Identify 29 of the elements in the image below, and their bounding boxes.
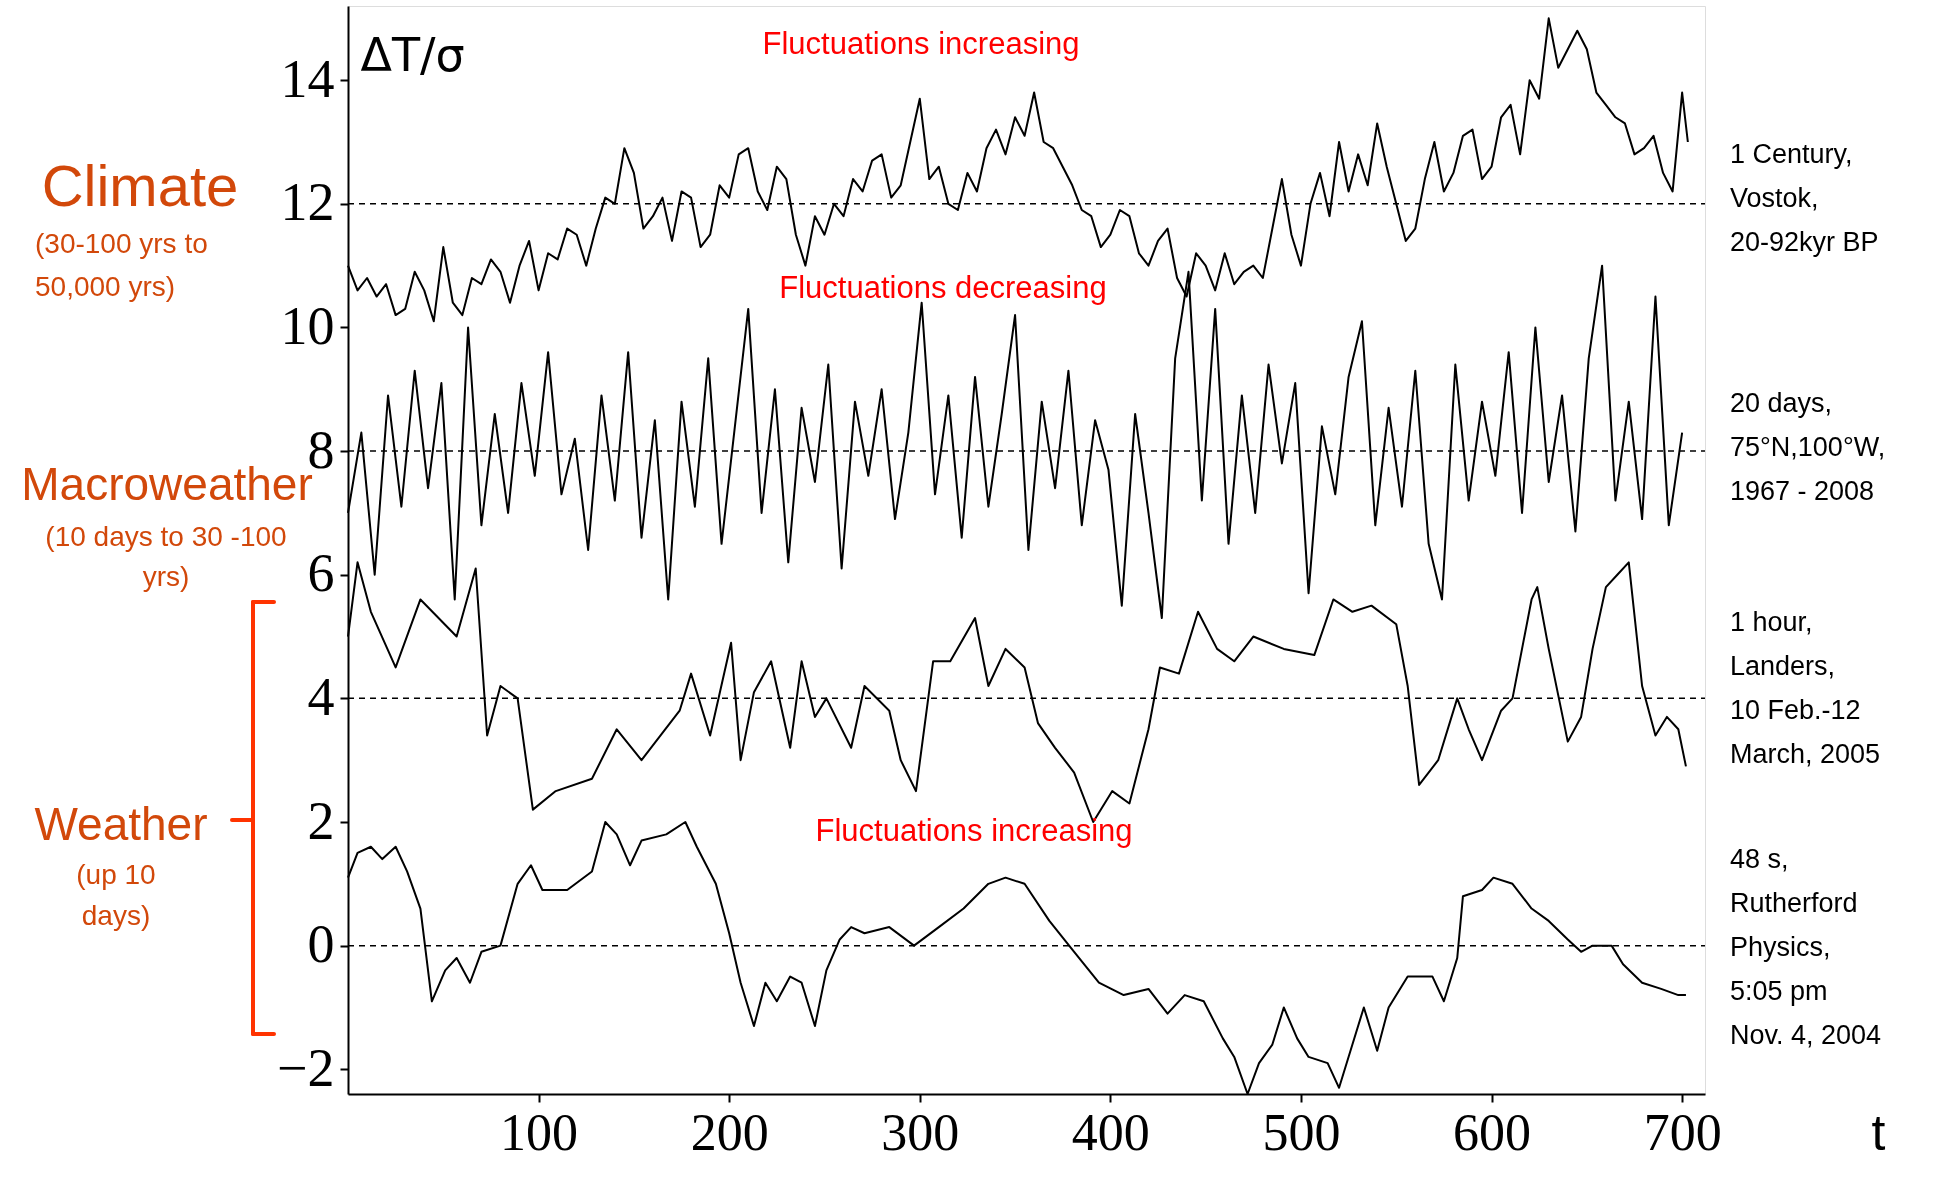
- series-label: 1 Century, Vostok, 20-92kyr BP: [1730, 139, 1879, 258]
- y-tick-label: 12: [280, 172, 335, 233]
- y-tick-label: 2: [307, 790, 335, 851]
- annotation: Fluctuations increasing: [815, 813, 1133, 848]
- x-tick-label: 600: [1453, 1103, 1532, 1161]
- series-label: 20 days, 75°N,100°W, 1967 - 2008: [1730, 387, 1886, 506]
- text: (30-100 yrs to 50,000 yrs): [35, 228, 208, 302]
- x-tick-label: 300: [881, 1103, 960, 1161]
- y-tick-label: 0: [307, 914, 335, 975]
- text: Weather: [34, 798, 208, 850]
- y-tick-label: 6: [307, 543, 335, 604]
- y-tick-label: 14: [280, 48, 335, 109]
- y-tick-label: 10: [280, 295, 335, 356]
- x-tick-label: 500: [1262, 1103, 1341, 1161]
- y-tick-label: −2: [277, 1037, 335, 1098]
- text: Climate: [41, 153, 239, 218]
- text: (10 days to 30 -100 yrs): [45, 521, 287, 592]
- y-tick-label: 4: [307, 666, 335, 727]
- x-axis-title: t: [1871, 1104, 1886, 1161]
- x-tick-label: 100: [500, 1103, 579, 1161]
- annotation: Fluctuations increasing: [762, 26, 1080, 61]
- x-tick-label: 200: [690, 1103, 769, 1161]
- series-label: 1 hour, Landers, 10 Feb.-12 March, 2005: [1730, 607, 1881, 770]
- y-axis-title: ΔT/σ: [360, 27, 465, 82]
- text: 48 s, Rutherford Physics, 5:05 pm Nov. 4, 2004: [1730, 844, 1882, 1051]
- x-tick-label: 700: [1643, 1103, 1722, 1161]
- annotation: Fluctuations decreasing: [779, 270, 1107, 305]
- text: (up 10 days): [76, 859, 156, 931]
- x-tick-label: 400: [1071, 1103, 1150, 1161]
